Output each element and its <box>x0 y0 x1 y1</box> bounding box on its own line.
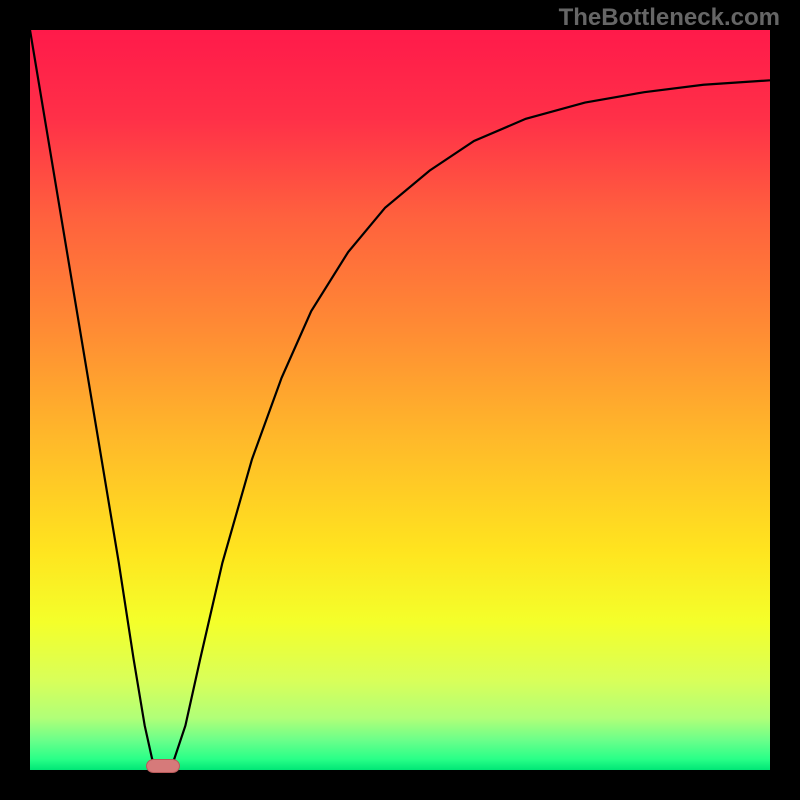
chart-container: TheBottleneck.com <box>0 0 800 800</box>
minimum-marker <box>146 759 180 773</box>
minimum-marker-pill <box>147 760 180 773</box>
watermark-text: TheBottleneck.com <box>559 4 780 32</box>
plot-area <box>30 30 770 770</box>
curve-layer <box>30 30 770 770</box>
bottleneck-curve <box>30 30 770 769</box>
